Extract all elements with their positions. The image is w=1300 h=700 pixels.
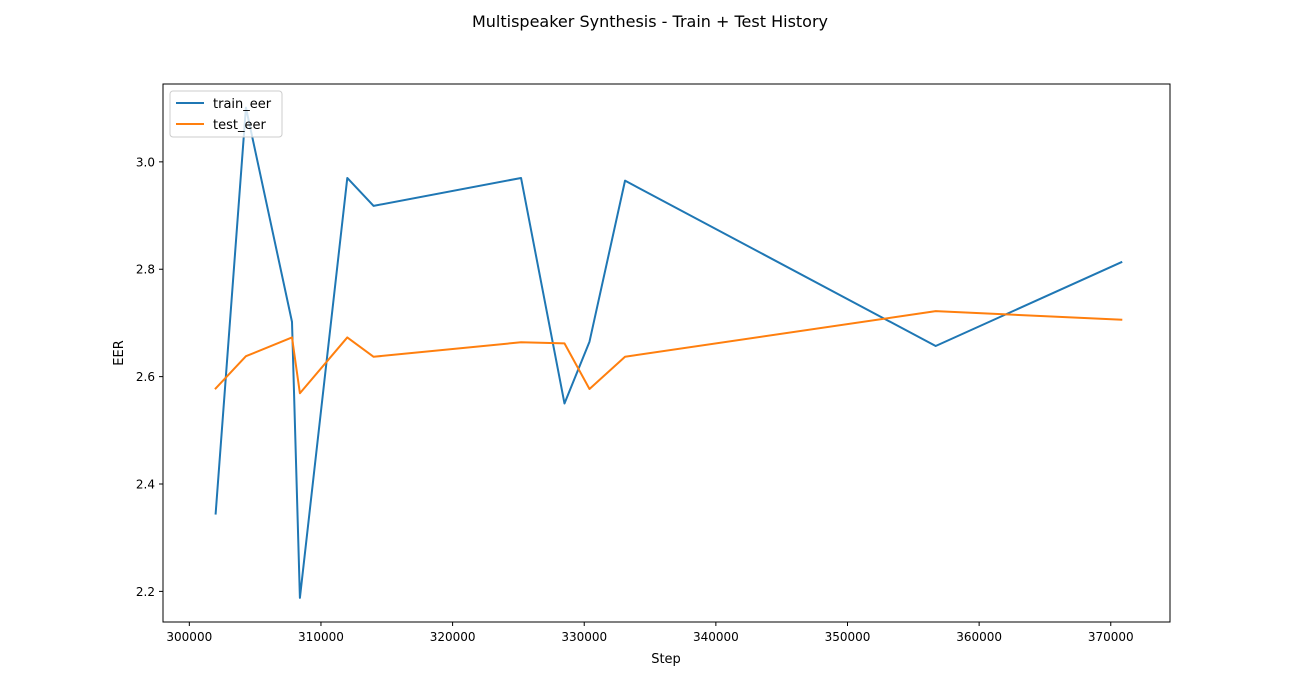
plot-layer [214,106,1123,599]
y-tick-label: 2.2 [136,585,155,599]
series-line-train-eer [214,106,1123,599]
y-tick-label: 2.8 [136,263,155,277]
x-axis: 300000 310000 320000 330000 340000 350000 3600… [166,622,1134,644]
y-tick-label: 3.0 [136,155,155,169]
legend-label-train-eer: train_eer [213,97,272,112]
chart-title: Multispeaker Synthesis - Train + Test Hi… [472,12,828,31]
y-axis: 2.2 2.4 2.6 2.8 3.0 [136,155,163,599]
x-tick-label: 360000 [956,630,1002,644]
x-tick-label: 350000 [825,630,871,644]
plot-frame [162,83,1171,623]
legend: train_eer test_eer [169,90,283,138]
x-tick-label: 310000 [298,630,344,644]
legend-label-test-eer: test_eer [213,118,266,133]
x-axis-label: Step [651,652,681,667]
x-tick-label: 330000 [561,630,607,644]
y-axis-label: EER [112,340,127,365]
x-tick-label: 320000 [430,630,476,644]
x-tick-label: 370000 [1088,630,1134,644]
x-tick-label: 300000 [166,630,212,644]
y-tick-label: 2.4 [136,478,155,492]
series-line-test-eer [214,310,1123,395]
x-tick-label: 340000 [693,630,739,644]
y-tick-label: 2.6 [136,370,155,384]
